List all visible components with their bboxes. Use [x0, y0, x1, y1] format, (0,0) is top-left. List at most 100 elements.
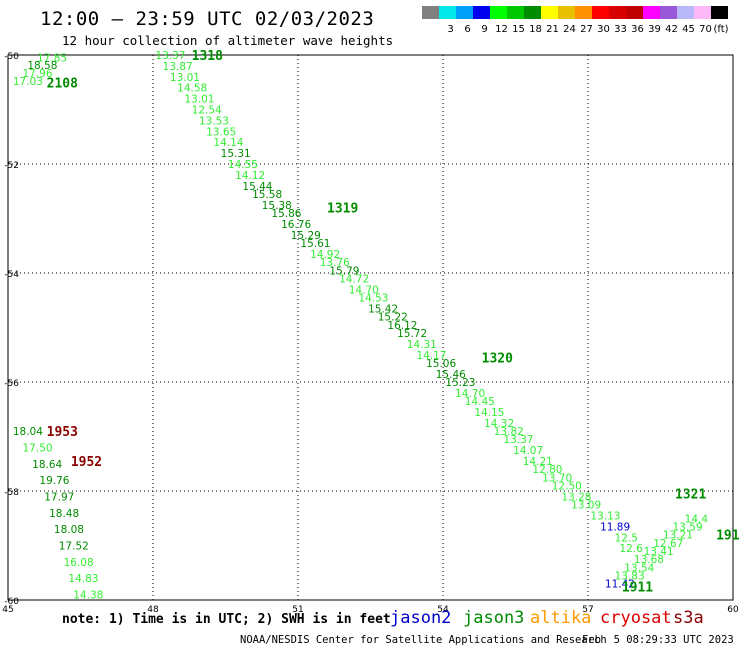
wave-height-value: 18.58 — [27, 60, 57, 72]
wave-height-value: 14.92 — [310, 249, 340, 261]
legend-swatch — [643, 6, 660, 19]
legend-label: 6 — [464, 24, 470, 35]
wave-height-value: 14.83 — [68, 573, 98, 585]
latitude-tick-label: -50 — [4, 52, 19, 62]
wave-height-value: 13.82 — [494, 426, 524, 438]
longitude-tick-label: 51 — [292, 605, 303, 615]
wave-height-value: 13.68 — [634, 554, 664, 566]
wave-height-value: 15.58 — [252, 189, 282, 201]
wave-height-value: 13.87 — [163, 61, 193, 73]
wave-height-value: 14.14 — [213, 137, 243, 149]
wave-height-value: 12.80 — [532, 464, 562, 476]
longitude-tick-label: 48 — [147, 605, 159, 615]
legend-label: 36 — [631, 24, 644, 35]
wave-height-value: 13.76 — [320, 257, 350, 269]
longitude-tick-label: 54 — [437, 605, 449, 615]
wave-height-value: 15.23 — [445, 377, 475, 389]
wave-height-value: 15.29 — [291, 230, 321, 242]
wave-height-value: 13.09 — [571, 500, 601, 512]
wave-height-value: 15.42 — [368, 303, 398, 315]
legend-label: 42 — [665, 24, 678, 35]
wave-height-value: 18.48 — [49, 508, 79, 520]
latitude-tick-label: -60 — [4, 597, 19, 607]
wave-height-value: 18.08 — [54, 524, 84, 536]
legend-label: 45 — [682, 24, 695, 35]
pass-number-label: 1321 — [675, 488, 706, 503]
wave-height-value: 12.54 — [192, 105, 222, 117]
pass-number-label: 1911 — [622, 580, 653, 595]
legend-swatch — [609, 6, 626, 19]
satellite-s3a: s3a — [673, 608, 704, 628]
wave-height-value: 16.08 — [64, 557, 94, 569]
wave-height-value: 14.15 — [474, 407, 504, 419]
footer-note: note: 1) Time is in UTC; 2) SWH is in fe… — [62, 612, 391, 627]
page-title: 12:00 – 23:59 UTC 02/03/2023 — [40, 8, 375, 30]
latitude-tick-label: -54 — [4, 270, 19, 280]
wave-height-value: 13.21 — [663, 530, 693, 542]
wave-height-value: 13.41 — [644, 546, 674, 558]
satellite-altika: altika — [530, 608, 592, 628]
latitude-tick-label: -58 — [4, 488, 19, 498]
longitude-tick-label: 45 — [2, 605, 13, 615]
legend-label: 30 — [597, 24, 610, 35]
wave-height-value: 14.72 — [339, 273, 369, 285]
wave-height-value: 15.72 — [397, 328, 427, 340]
latitude-tick-label: -56 — [4, 379, 19, 389]
wave-height-value: 14.07 — [513, 445, 543, 457]
wave-height-value: 17.03 — [13, 76, 43, 88]
wave-height-value: 17.85 — [37, 53, 67, 65]
legend-label: 39 — [648, 24, 661, 35]
wave-height-value: 14.53 — [358, 293, 388, 305]
wave-height-value: 17.52 — [59, 541, 89, 553]
wave-height-value: 15.46 — [436, 369, 466, 381]
wave-height-value: 14.31 — [407, 339, 437, 351]
legend-label: 12 — [495, 24, 508, 35]
legend-swatch — [541, 6, 558, 19]
legend-swatch — [524, 6, 541, 19]
legend-swatch — [439, 6, 456, 19]
wave-height-value: 14.12 — [235, 170, 265, 182]
legend-swatch — [711, 6, 728, 19]
legend-swatch — [660, 6, 677, 19]
wave-height-value: 13.59 — [673, 521, 703, 533]
legend-label: 15 — [512, 24, 525, 35]
wave-height-value: 13.54 — [624, 562, 654, 574]
wave-height-value: 15.38 — [262, 200, 292, 212]
legend-swatch — [694, 6, 711, 19]
legend-swatch — [558, 6, 575, 19]
wave-height-value: 12.42 — [88, 639, 118, 650]
wave-height-value: 14.70 — [349, 284, 379, 296]
wave-height-value: 18.64 — [32, 459, 62, 471]
legend-swatch — [456, 6, 473, 19]
wave-height-value: 13.01 — [170, 72, 200, 84]
wave-height-value: 14.70 — [455, 388, 485, 400]
legend-label: 18 — [529, 24, 542, 35]
wave-height-value: 14.4 — [685, 513, 709, 525]
wave-height-value: 17.97 — [44, 491, 74, 503]
wave-height-value: 15.79 — [329, 265, 359, 277]
wave-height-value: 14.55 — [228, 159, 258, 171]
pass-number-label: 1953 — [47, 425, 78, 440]
legend-label: 70 — [699, 24, 712, 35]
legend-swatch — [677, 6, 694, 19]
color-legend: 3 6 9 12 15 18 21 24 27 30 33 36 39 42 45 70 (ft) — [422, 6, 729, 35]
legend-swatch — [473, 6, 490, 19]
wave-height-value: 12.50 — [552, 481, 582, 493]
legend-label: 33 — [614, 24, 627, 35]
wave-height-value: 14.38 — [73, 590, 103, 602]
wave-height-value: 13.70 — [542, 472, 572, 484]
longitude-tick-label: 57 — [582, 605, 593, 615]
wave-height-value: 13.37 — [503, 434, 533, 446]
wave-height-value: 14.32 — [484, 418, 514, 430]
wave-height-value: 14.17 — [416, 350, 446, 362]
wave-height-value: 13.83 — [615, 570, 645, 582]
pass-number-label: 191 — [716, 529, 740, 544]
legend-label: 3 — [447, 24, 453, 35]
legend-label: 24 — [563, 24, 576, 35]
wave-height-value: 13.65 — [206, 126, 236, 138]
wave-height-value: 15.44 — [242, 181, 272, 193]
pass-number-label: 1952 — [71, 455, 102, 470]
wave-height-value: 13.37 — [155, 50, 185, 62]
